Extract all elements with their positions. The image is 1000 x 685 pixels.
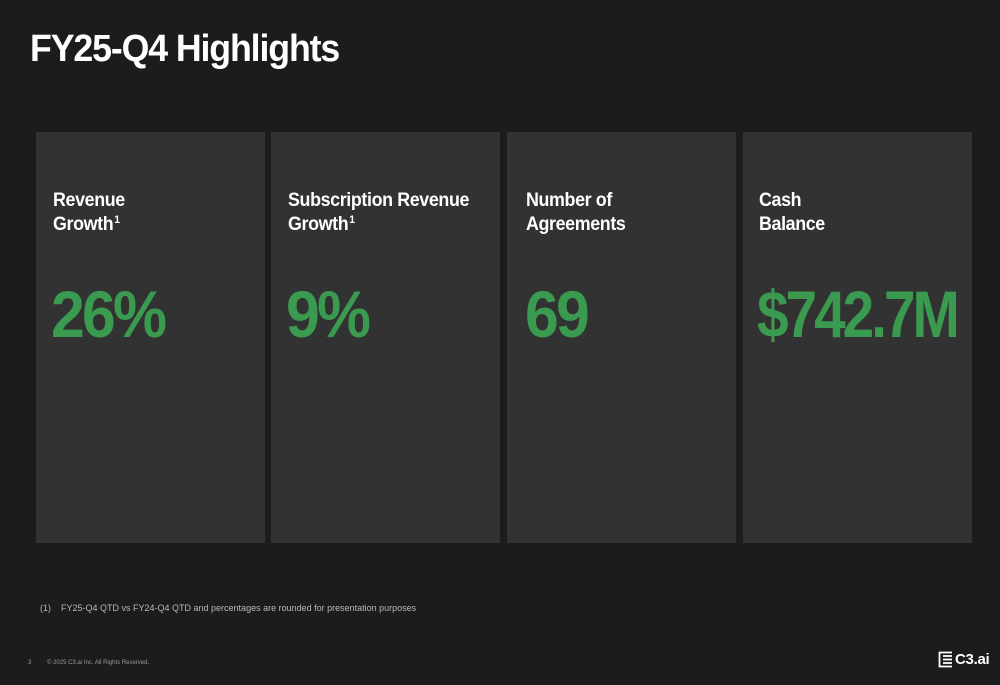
footnote-text: FY25-Q4 QTD vs FY24-Q4 QTD and percentag… bbox=[61, 603, 417, 613]
card-label-line1: Subscription Revenue bbox=[288, 190, 470, 211]
card-label-line2: Growth bbox=[53, 214, 114, 235]
card-label-line1: Revenue bbox=[53, 190, 125, 211]
card-value: 69 bbox=[525, 277, 590, 351]
card-cash-balance: Cash Balance $742.7M bbox=[743, 132, 972, 543]
card-label: Cash Balance bbox=[759, 189, 825, 237]
copyright: © 2025 C3.ai Inc. All Rights Reserved. bbox=[47, 660, 150, 666]
footnote-reference: 1 bbox=[349, 214, 355, 226]
card-label-line2: Growth bbox=[288, 214, 349, 235]
card-label: Number of Agreements bbox=[526, 189, 626, 237]
card-label-line1: Cash bbox=[759, 190, 802, 211]
footnote-reference: 1 bbox=[114, 214, 120, 226]
c3ai-logo-icon bbox=[938, 651, 952, 668]
card-revenue-growth: Revenue Growth1 26% bbox=[36, 132, 265, 543]
slide-title: FY25-Q4 Highlights bbox=[30, 28, 340, 70]
footnote: (1) FY25-Q4 QTD vs FY24-Q4 QTD and percen… bbox=[40, 603, 416, 613]
card-number-of-agreements: Number of Agreements 69 bbox=[507, 132, 736, 543]
card-label: Revenue Growth1 bbox=[53, 189, 125, 237]
card-value: 26% bbox=[51, 277, 167, 351]
footnote-marker: (1) bbox=[40, 603, 51, 613]
card-value: $742.7M bbox=[757, 277, 960, 351]
card-label-line2: Agreements bbox=[526, 214, 626, 235]
page-number: 3 bbox=[28, 660, 32, 666]
card-label: Subscription Revenue Growth1 bbox=[288, 189, 469, 237]
company-logo: C3.ai bbox=[938, 651, 990, 668]
logo-text: C3.ai bbox=[955, 651, 990, 668]
card-label-line1: Number of bbox=[526, 190, 612, 211]
card-subscription-revenue-growth: Subscription Revenue Growth1 9% bbox=[271, 132, 500, 543]
card-label-line2: Balance bbox=[759, 214, 825, 235]
card-value: 9% bbox=[286, 277, 371, 351]
